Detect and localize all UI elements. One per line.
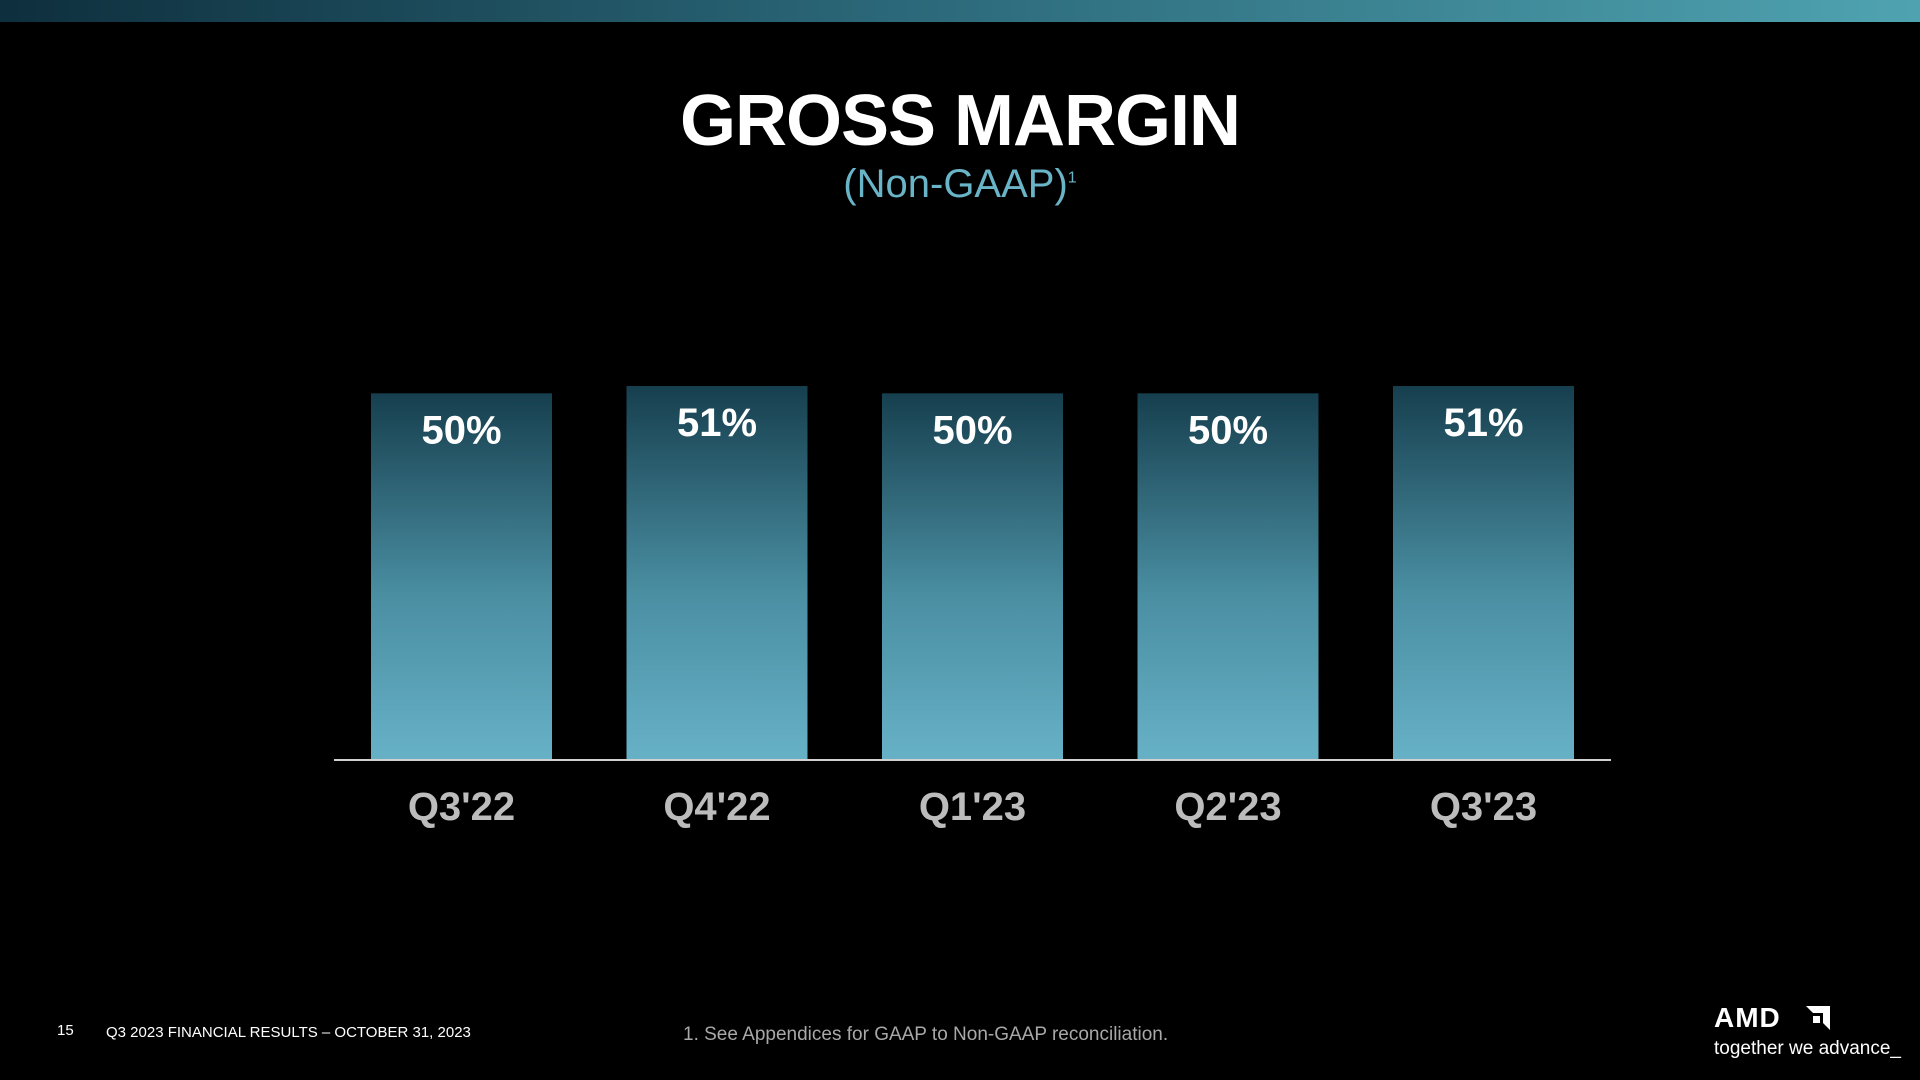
x-tick-label: Q4'22 [663, 785, 770, 829]
logo-tagline: together we advance_ [1714, 1038, 1901, 1059]
data-label: 50% [1188, 408, 1268, 452]
amd-arrow-icon [1806, 1006, 1830, 1030]
x-tick-label: Q1'23 [919, 785, 1026, 829]
subtitle-text: (Non-GAAP) [843, 162, 1068, 206]
x-tick-label: Q2'23 [1174, 785, 1281, 829]
bar-q323 [1393, 386, 1574, 760]
slide-subtitle: (Non-GAAP)1 [0, 162, 1920, 207]
amd-logo: AMD together we advance_ [1714, 1002, 1904, 1066]
footer-event-title: Q3 2023 FINANCIAL RESULTS – OCTOBER 31, … [106, 1024, 471, 1041]
bar-q322 [371, 393, 552, 760]
data-label: 50% [932, 408, 1012, 452]
data-label: 51% [1443, 401, 1523, 445]
footnote: 1. See Appendices for GAAP to Non-GAAP r… [683, 1024, 1169, 1045]
logo-wordmark: AMD [1714, 1002, 1781, 1033]
footnote-marker: 1 [1067, 169, 1077, 187]
data-labels-group: 50% 51% 50% 50% 51% [421, 401, 1523, 452]
x-tick-label: Q3'22 [408, 785, 515, 829]
x-tick-label: Q3'23 [1430, 785, 1537, 829]
data-label: 50% [421, 408, 501, 452]
x-tick-labels-group: Q3'22 Q4'22 Q1'23 Q2'23 Q3'23 [408, 785, 1537, 829]
data-label: 51% [677, 401, 757, 445]
bar-q223 [1137, 393, 1319, 760]
page-number: 15 [57, 1022, 74, 1039]
top-accent-bar [0, 0, 1920, 22]
bar-q123 [882, 393, 1063, 760]
bars-group [371, 386, 1574, 760]
bar-q422 [626, 386, 808, 760]
slide-title: GROSS MARGIN [679, 81, 1241, 161]
